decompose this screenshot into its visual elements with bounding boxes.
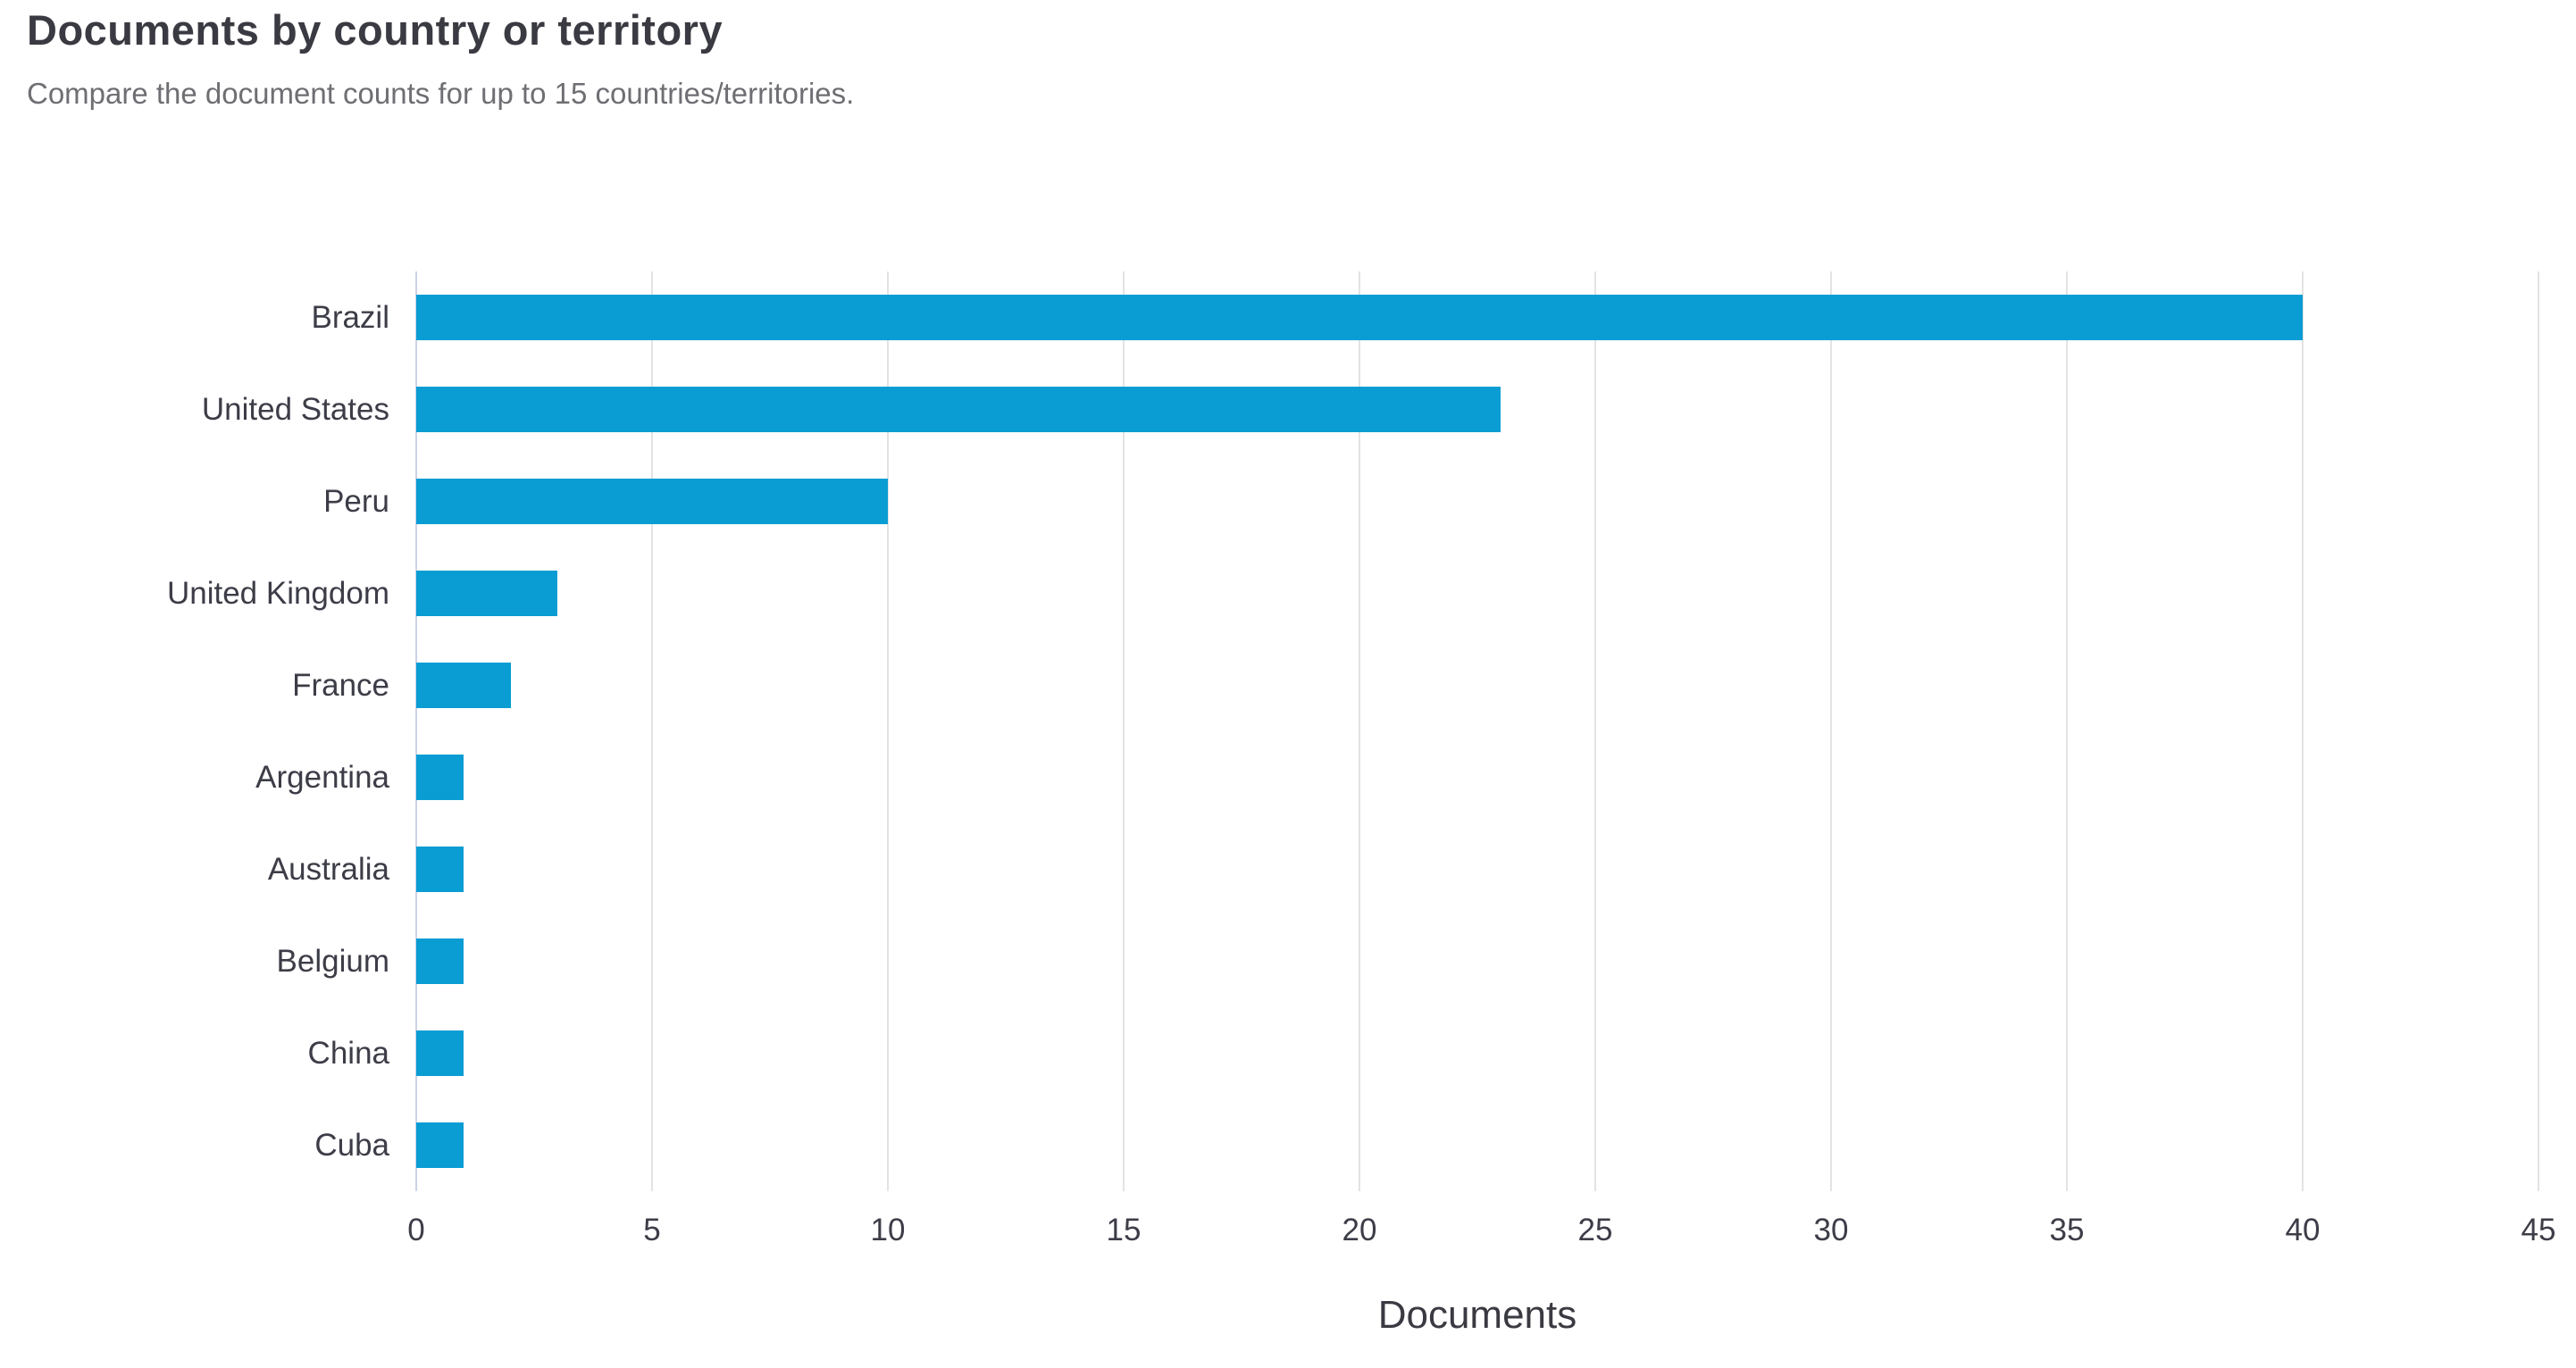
category-label-brazil: Brazil [311,299,389,335]
bar-row-cuba [416,1099,2538,1191]
category-label-china: China [307,1035,389,1071]
category-label-belgium: Belgium [276,943,389,979]
bar-row-belgium [416,915,2538,1007]
bar-argentina[interactable] [416,755,464,800]
category-label-united-states: United States [201,391,389,427]
gridline [650,271,653,1191]
x-tick-label: 10 [870,1213,906,1247]
bar-peru[interactable] [416,479,888,524]
plot-area [415,271,2539,1191]
bar-row-france [416,639,2538,731]
gridline [2538,271,2539,1191]
category-label-peru: Peru [323,483,389,519]
category-label-france: France [292,667,389,703]
bar-united-kingdom[interactable] [416,571,558,616]
bar-france[interactable] [416,663,511,708]
gridline [1830,271,1832,1191]
x-axis-ticks: 0 5 10 15 20 25 30 35 40 45 [407,1213,2555,1266]
gridline [2066,271,2068,1191]
x-tick-label: 40 [2285,1213,2321,1247]
bar-cuba[interactable] [416,1122,464,1168]
gridline [2301,271,2304,1191]
bar-row-australia [416,823,2538,915]
category-label-australia: Australia [267,851,389,887]
x-tick-label: 0 [407,1213,425,1247]
category-label-united-kingdom: United Kingdom [166,575,389,611]
category-axis: Brazil United States Peru United Kingdom Fra… [0,271,389,1191]
bar-row-argentina [416,731,2538,823]
x-tick-label: 20 [1342,1213,1377,1247]
gridline [886,271,889,1191]
x-tick-label: 25 [1577,1213,1613,1247]
gridline [1123,271,1125,1191]
bar-row-china [416,1007,2538,1099]
bar-row-peru [416,455,2538,547]
x-tick-label: 45 [2521,1213,2556,1247]
bar-united-states[interactable] [416,387,1501,432]
x-axis-title: Documents [1377,1293,1577,1337]
x-tick-label: 15 [1106,1213,1142,1247]
bar-china[interactable] [416,1030,464,1076]
bar-row-united-kingdom [416,547,2538,639]
category-label-argentina: Argentina [255,759,389,795]
bar-belgium[interactable] [416,938,464,984]
bar-row-brazil [416,271,2538,363]
bar-australia[interactable] [416,847,464,892]
x-tick-label: 5 [643,1213,661,1247]
gridline [1594,271,1596,1191]
x-tick-label: 30 [1813,1213,1849,1247]
chart-title: Documents by country or territory [27,6,723,54]
gridline [1358,271,1360,1191]
bar-row-united-states [416,363,2538,455]
x-tick-label: 35 [2049,1213,2085,1247]
zero-axis-line [415,271,417,1191]
category-label-cuba: Cuba [314,1127,389,1163]
bar-brazil[interactable] [416,295,2303,340]
chart-subtitle: Compare the document counts for up to 15… [27,77,855,110]
